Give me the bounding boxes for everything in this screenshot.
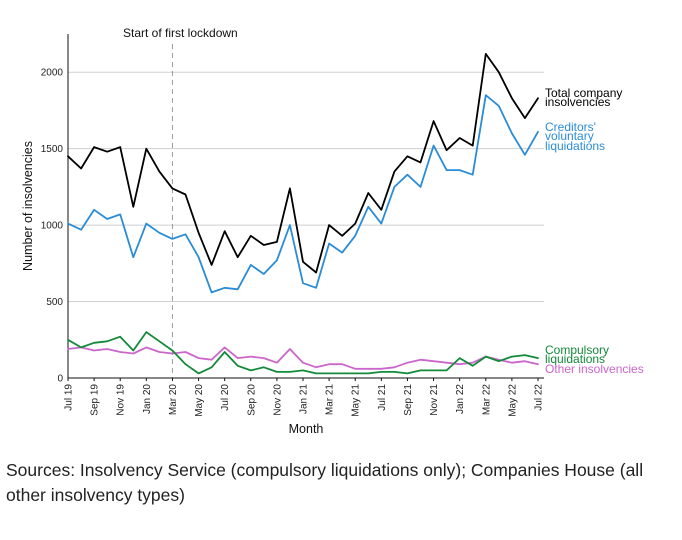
label-total-line2: insolvencies (545, 95, 610, 109)
x-tick-label: Mar 21 (325, 384, 336, 416)
source-note: Sources: Insolvency Service (compulsory … (6, 460, 644, 505)
y-tick-labels: 0 500 1000 1500 2000 (41, 68, 64, 385)
y-axis-title: Number of insolvencies (21, 141, 35, 271)
insolvency-line-chart: Start of first lockdown 0 500 1000 1500 2000… (21, 26, 644, 436)
axes (67, 34, 544, 379)
label-cvl-line2: voluntary (545, 129, 594, 143)
series-line-compulsory-liquidations (67, 331, 539, 375)
x-tick-label: May 22 (507, 384, 518, 417)
series-line-total-company-insolvencies (67, 53, 539, 274)
x-tick-label: Nov 21 (429, 384, 440, 416)
x-tick-label: Mar 22 (481, 384, 492, 416)
x-tick-label: Sep 21 (403, 384, 414, 416)
x-tick-label: Jul 22 (534, 384, 545, 411)
x-tick-label: May 21 (351, 384, 362, 417)
x-tick-labels: Jul 19 Sep 19 Nov 19 Jan 20 Mar 20 May 20 Jul … (64, 378, 545, 417)
y-tick-label: 0 (57, 374, 63, 385)
x-tick-label: Jul 21 (377, 384, 388, 411)
lockdown-annotation: Start of first lockdown (123, 26, 238, 40)
x-tick-label: May 20 (194, 384, 205, 417)
x-axis-title: Month (289, 422, 324, 436)
series-direct-labels: Total company insolvencies Creditors' vo… (545, 86, 644, 376)
x-tick-label: Sep 19 (90, 384, 101, 416)
x-tick-label: Nov 20 (272, 384, 283, 416)
x-tick-label: Jul 19 (64, 384, 75, 411)
gridlines (68, 71, 544, 303)
x-tick-label: Mar 20 (168, 384, 179, 416)
y-tick-label: 500 (46, 297, 63, 308)
lockdown-marker: Start of first lockdown (123, 26, 238, 378)
label-cvl-line3: liquidations (545, 139, 605, 153)
label-compulsory-line2: liquidations (545, 352, 605, 366)
x-tick-label: Sep 20 (246, 384, 257, 416)
label-compulsory-line1: Compulsory (545, 343, 609, 357)
series-lines (67, 53, 539, 375)
x-tick-label: Jul 20 (220, 384, 231, 411)
label-total-line1: Total company (545, 86, 622, 100)
x-tick-label: Jan 20 (142, 384, 153, 414)
y-tick-label: 2000 (41, 68, 64, 79)
label-other: Other insolvencies (545, 362, 644, 376)
x-tick-label: Nov 19 (116, 384, 127, 416)
x-tick-label: Jan 21 (299, 384, 310, 414)
y-tick-label: 1000 (41, 221, 64, 232)
series-line-creditors-voluntary-liquidations (67, 94, 539, 294)
y-tick-label: 1500 (41, 144, 64, 155)
series-line-other-insolvencies (67, 346, 539, 370)
label-cvl-line1: Creditors' (545, 120, 596, 134)
x-tick-label: Jan 22 (455, 384, 466, 414)
